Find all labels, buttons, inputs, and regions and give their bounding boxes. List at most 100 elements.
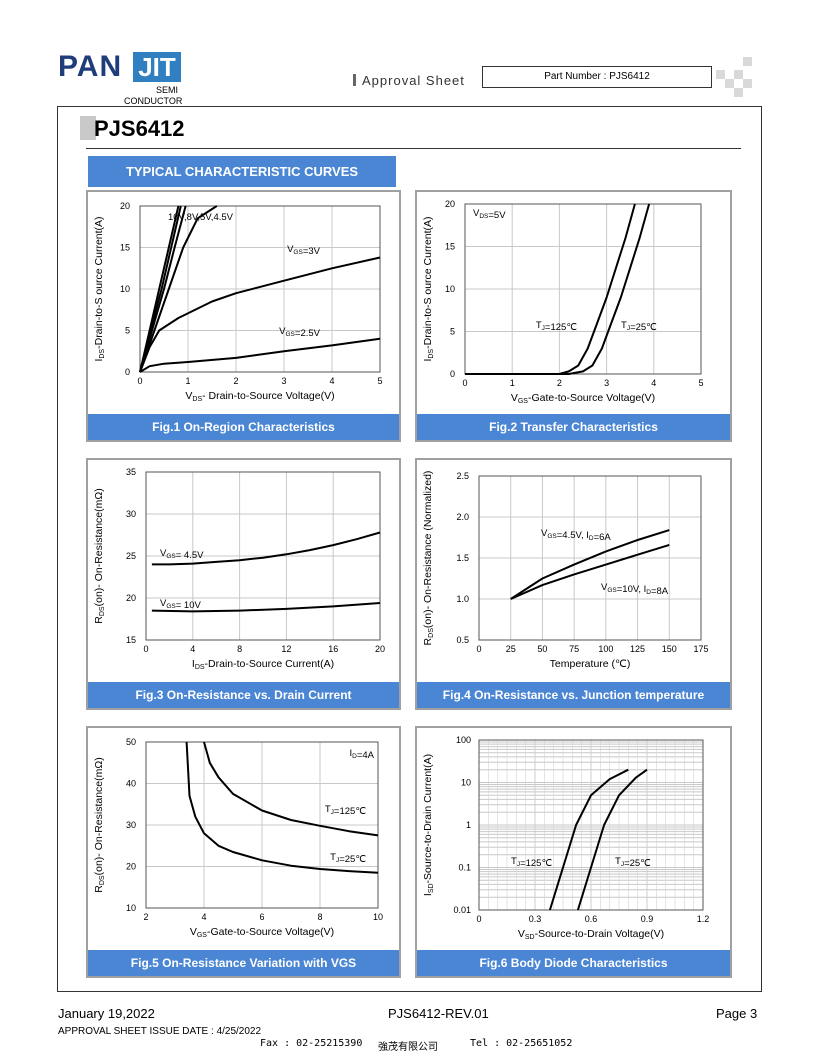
plot-frame bbox=[145, 741, 379, 909]
chart-annotation: VDS=5V bbox=[473, 208, 506, 221]
series-line bbox=[203, 741, 379, 837]
y-axis-label: RDS(on)- On-Resistance (Normalized) bbox=[422, 471, 435, 646]
x-axis-label: VGS-Gate-to-Source Voltage(V) bbox=[511, 392, 655, 405]
chart-annotation: VGS=10V, ID=8A bbox=[601, 582, 669, 597]
content-frame bbox=[57, 106, 762, 992]
y-tick-label: 30 bbox=[126, 820, 136, 830]
series-line bbox=[139, 205, 187, 373]
plot-frame bbox=[464, 203, 702, 375]
x-tick-label: 4 bbox=[329, 376, 334, 386]
chart-caption: Fig.2 Transfer Characteristics bbox=[417, 414, 730, 440]
chart-annotation: VGS= 10V bbox=[160, 598, 202, 611]
series-line bbox=[465, 203, 636, 375]
footer-fax: Fax : 02-25215390 bbox=[260, 1038, 363, 1049]
series-line bbox=[139, 337, 381, 373]
chart-grid bbox=[464, 203, 702, 375]
chart-grid bbox=[145, 741, 379, 909]
y-tick-label: 10 bbox=[120, 284, 130, 294]
x-tick-label: 150 bbox=[662, 644, 677, 654]
checker-deco bbox=[743, 57, 752, 66]
part-number-box: Part Number : PJS6412 bbox=[482, 66, 712, 88]
chart-annotation: VGS=4.5V, ID=6A bbox=[541, 528, 611, 543]
chart-caption: Fig.5 On-Resistance Variation with VGS bbox=[88, 950, 399, 976]
x-tick-label: 1 bbox=[185, 376, 190, 386]
chart-caption: Fig.6 Body Diode Characteristics bbox=[417, 950, 730, 976]
chart-annotation: VGS= 4.5V bbox=[160, 548, 204, 561]
x-tick-label: 0.9 bbox=[641, 914, 654, 924]
x-tick-label: 175 bbox=[693, 644, 708, 654]
chart-fig6: 0 0.3 0.6 0.9 1.2 0.01 0.1 1 10 100 VSD-Source-to-… bbox=[422, 735, 710, 941]
footer-date: January 19,2022 bbox=[58, 1006, 155, 1021]
x-axis-label: VDS- Drain-to-Source Voltage(V) bbox=[185, 390, 334, 403]
footer-page: Page 3 bbox=[716, 1006, 758, 1021]
y-tick-label: 1.5 bbox=[456, 553, 469, 563]
chart-fig4: 0 25 50 75 100 125 150 175 0.5 1.0 1.5 2.0 2.5 Temper… bbox=[422, 471, 709, 670]
x-tick-label: 4 bbox=[190, 644, 195, 654]
x-tick-label: 2 bbox=[233, 376, 238, 386]
x-tick-label: 8 bbox=[237, 644, 242, 654]
y-axis-label: IDS-Drain-to-S ource Current(A) bbox=[422, 216, 435, 361]
y-tick-label: 40 bbox=[126, 779, 136, 789]
y-tick-label: 30 bbox=[126, 509, 136, 519]
y-tick-label: 5 bbox=[450, 327, 455, 337]
series-line bbox=[139, 205, 218, 373]
y-tick-label: 15 bbox=[120, 243, 130, 253]
logo-semi-text: SEMI bbox=[156, 85, 179, 95]
y-tick-label: 0 bbox=[125, 367, 130, 377]
approval-marker bbox=[353, 74, 356, 86]
chart-fig3: 0 4 8 12 16 20 15 20 25 30 35 IDS-Drain-to-Source C… bbox=[93, 467, 385, 671]
title-rule bbox=[86, 148, 741, 149]
checker-deco bbox=[725, 79, 734, 88]
y-tick-label: 20 bbox=[126, 593, 136, 603]
x-tick-label: 16 bbox=[328, 644, 338, 654]
series-line bbox=[576, 768, 648, 911]
checker-deco bbox=[734, 88, 743, 97]
approval-sheet-label: Approval Sheet bbox=[362, 73, 465, 88]
series-line bbox=[548, 768, 629, 911]
chart-panel-fig6: 0 0.3 0.6 0.9 1.2 0.01 0.1 1 10 100 VSD-Source-to-… bbox=[415, 726, 732, 978]
x-tick-label: 20 bbox=[375, 644, 385, 654]
page-title: PJS6412 bbox=[94, 116, 185, 141]
y-tick-label: 20 bbox=[445, 199, 455, 209]
chart-panel-fig2: 0 1 2 3 4 5 0 5 10 15 20 VGS-Gate-to-Source Voltage… bbox=[415, 190, 732, 442]
y-axis-label: RDS(on)- On-Resistance(mΩ) bbox=[93, 757, 106, 892]
plot-frame bbox=[139, 205, 381, 373]
logo-conductor-text: CONDUCTOR bbox=[124, 96, 183, 106]
chart-fig2: 0 1 2 3 4 5 0 5 10 15 20 VGS-Gate-to-Source Voltage… bbox=[422, 199, 704, 405]
chart-annotation: TJ=25℃ bbox=[330, 852, 366, 865]
y-axis-label: RDS(on)- On-Resistance(mΩ) bbox=[93, 488, 106, 623]
x-tick-label: 2 bbox=[143, 912, 148, 922]
y-tick-label: 20 bbox=[120, 201, 130, 211]
x-axis-label: VSD-Source-to-Drain Voltage(V) bbox=[518, 928, 664, 941]
y-tick-label: 2.5 bbox=[456, 471, 469, 481]
chart-annotation: VGS=3V bbox=[287, 244, 321, 257]
x-tick-label: 1.2 bbox=[697, 914, 710, 924]
x-tick-label: 12 bbox=[281, 644, 291, 654]
y-tick-label: 10 bbox=[126, 903, 136, 913]
series-line bbox=[510, 543, 670, 600]
chart-fig5: 2 4 6 8 10 10 20 30 40 50 VGS-Gate-to-Source Volta… bbox=[93, 737, 383, 939]
x-tick-label: 1 bbox=[510, 378, 515, 388]
x-tick-label: 2 bbox=[557, 378, 562, 388]
chart-annotation: ID=4A bbox=[349, 748, 374, 761]
y-tick-label: 100 bbox=[456, 735, 471, 745]
y-tick-label: 15 bbox=[445, 242, 455, 252]
x-axis-label: IDS-Drain-to-Source Current(A) bbox=[192, 658, 334, 671]
y-axis-label: IDS-Drain-to-S ource Current(A) bbox=[93, 216, 106, 361]
checker-deco bbox=[734, 70, 743, 79]
chart-annotation: TJ=125℃ bbox=[511, 856, 552, 869]
x-tick-label: 100 bbox=[598, 644, 613, 654]
chart-caption: Fig.1 On-Region Characteristics bbox=[88, 414, 399, 440]
y-tick-label: 1.0 bbox=[456, 594, 469, 604]
chart-annotation: VGS=2.5V bbox=[279, 326, 321, 339]
logo-jit-text: JIT bbox=[133, 52, 181, 82]
x-tick-label: 3 bbox=[281, 376, 286, 386]
y-tick-label: 5 bbox=[125, 326, 130, 336]
title-tab bbox=[80, 116, 96, 140]
footer-company: 強茂有限公司 bbox=[378, 1042, 438, 1053]
y-tick-label: 25 bbox=[126, 551, 136, 561]
plot-frame bbox=[478, 739, 704, 911]
x-tick-label: 0 bbox=[476, 644, 481, 654]
y-tick-label: 20 bbox=[126, 862, 136, 872]
x-tick-label: 10 bbox=[373, 912, 383, 922]
